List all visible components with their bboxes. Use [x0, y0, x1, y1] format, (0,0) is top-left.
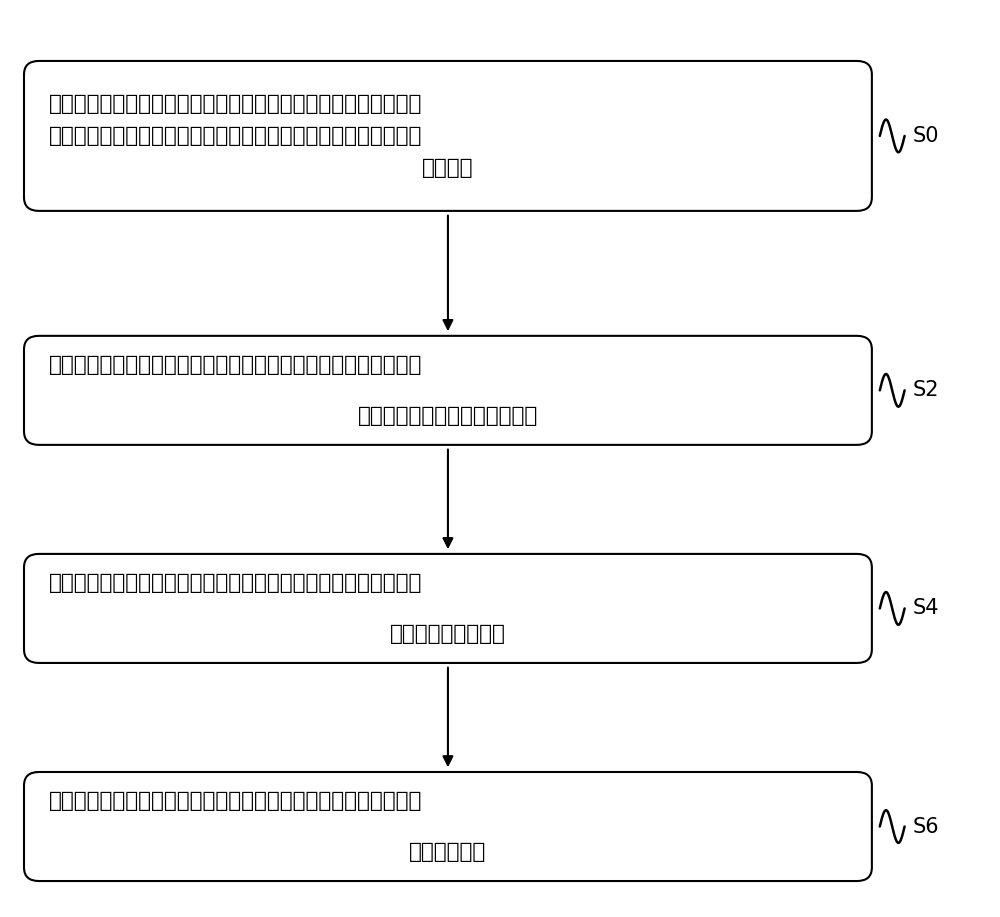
- Text: 得直管段在不同方向的投影数据: 得直管段在不同方向的投影数据: [358, 406, 538, 425]
- Text: 基于所述直管段在不同方向的投影数据，计算所述直管段中心线上: 基于所述直管段在不同方向的投影数据，计算所述直管段中心线上: [49, 573, 422, 593]
- FancyBboxPatch shape: [24, 336, 872, 445]
- Text: 各坐标点的弯曲曲率: 各坐标点的弯曲曲率: [390, 624, 506, 644]
- Text: S4: S4: [913, 599, 939, 618]
- Text: S6: S6: [913, 816, 939, 836]
- FancyBboxPatch shape: [24, 554, 872, 663]
- Text: S0: S0: [913, 126, 939, 146]
- Text: S2: S2: [913, 381, 939, 401]
- FancyBboxPatch shape: [24, 61, 872, 211]
- Text: 根据所述弯曲曲率，确定所述目标管道中直管段中心线上各坐标点: 根据所述弯曲曲率，确定所述目标管道中直管段中心线上各坐标点: [49, 791, 422, 811]
- Text: 获取直管段中心线对应的三维坐标数据；所述直管段中心线对应的: 获取直管段中心线对应的三维坐标数据；所述直管段中心线对应的: [49, 94, 422, 114]
- Text: 的应变和应力: 的应变和应力: [409, 842, 487, 862]
- FancyBboxPatch shape: [24, 772, 872, 881]
- Text: 三维坐标数据是从目标管道中心线对应的坐标数据中去除弯头坐标: 三维坐标数据是从目标管道中心线对应的坐标数据中去除弯头坐标: [49, 126, 422, 146]
- Text: 数据获得: 数据获得: [422, 158, 474, 178]
- Text: 将所述直管段中心线对应的三维坐标数据在不同方向进行投影，获: 将所述直管段中心线对应的三维坐标数据在不同方向进行投影，获: [49, 355, 422, 375]
